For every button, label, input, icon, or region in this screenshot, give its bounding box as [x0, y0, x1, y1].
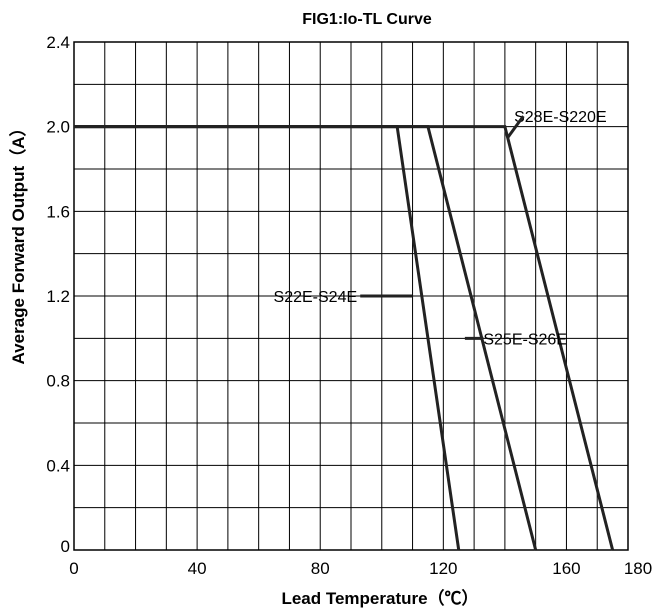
chart-title: FIG1:Io-TL Curve	[302, 11, 432, 28]
series-line-s28e-s220e	[74, 125, 615, 551]
series-label: S22E-S24E	[274, 289, 358, 306]
x-axis-label: Lead Temperature（℃）	[281, 588, 478, 608]
y-tick-label: 1.2	[46, 287, 70, 306]
y-tick-label: 2.4	[46, 33, 70, 52]
series-annotations: S22E-S24E S25E-S26E S28E-S220E	[274, 109, 607, 348]
x-tick-label: 160	[552, 559, 580, 578]
series-label: S25E-S26E	[483, 331, 567, 348]
tick-labels: 0 0.4 0.8 1.2 1.6 2.0 2.4 0 40 80 120 160 180	[46, 33, 652, 578]
y-tick-label: 1.6	[46, 202, 70, 221]
plot-frame	[73, 41, 629, 551]
series-label-leader	[506, 115, 525, 139]
series-lines	[74, 125, 615, 551]
y-tick-label: 0.4	[46, 456, 70, 475]
x-tick-label: 180	[624, 559, 652, 578]
y-axis-label: Average Forward Output（A）	[8, 120, 28, 365]
x-tick-label: 40	[188, 559, 207, 578]
x-tick-label: 120	[429, 559, 457, 578]
y-tick-label: 2.0	[46, 118, 70, 137]
y-tick-label: 0	[61, 537, 70, 556]
x-tick-label: 80	[311, 559, 330, 578]
y-tick-label: 0.8	[46, 372, 70, 391]
x-tick-label: 0	[69, 559, 78, 578]
series-label: S28E-S220E	[514, 109, 607, 126]
